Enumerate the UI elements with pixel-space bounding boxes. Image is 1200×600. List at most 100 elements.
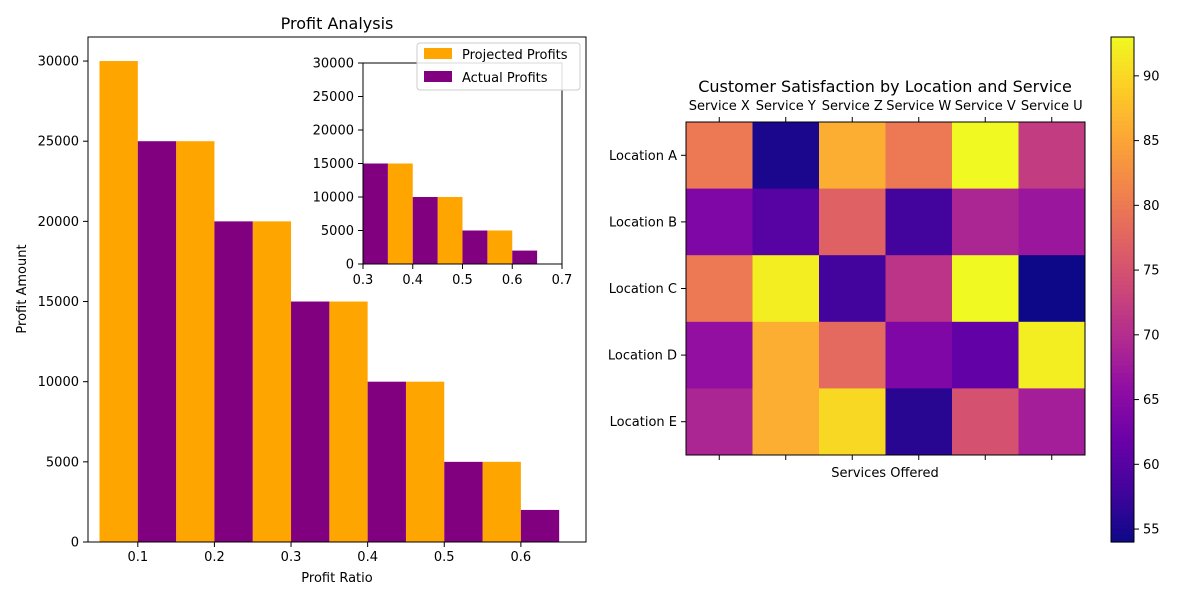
inset-bar-projected-5 [487, 230, 513, 264]
colorbar-strip [1111, 373, 1134, 379]
heatmap-cell [1018, 255, 1086, 323]
colorbar-strip [1111, 344, 1134, 350]
heatmap-x-axis-label: Services Offered [831, 466, 938, 481]
heatmap-cell [686, 388, 753, 456]
colorbar-strip [1111, 293, 1134, 299]
colorbar-strip [1111, 297, 1134, 303]
colorbar-strip [1111, 133, 1134, 139]
colorbar-strip [1111, 407, 1134, 413]
colorbar-strip [1111, 146, 1134, 152]
colorbar-strip [1111, 428, 1134, 434]
colorbar-strip [1111, 58, 1134, 63]
x-tick-label: 0.3 [281, 550, 302, 565]
colorbar-strip [1111, 394, 1134, 400]
colorbar-strip [1111, 234, 1134, 240]
inset-bars [363, 163, 538, 264]
inset-y-tick-label: 0 [346, 258, 354, 273]
legend-swatch-actual [424, 71, 452, 82]
colorbar-strip [1111, 411, 1134, 417]
inset-bar-projected-3 [387, 163, 413, 264]
colorbar-strip [1111, 390, 1134, 396]
profit-bar-chart: Profit Analysis 0.1 0.2 0.3 0.4 0.5 0.6 0 5000… [15, 14, 587, 586]
colorbar-strip [1111, 331, 1134, 337]
colorbar-strip [1111, 398, 1134, 404]
colorbar-strip [1111, 361, 1134, 366]
profit-chart-title: Profit Analysis [281, 14, 394, 33]
colorbar-strip [1111, 192, 1134, 198]
y-tick-label: 10000 [38, 375, 79, 390]
inset-y-tick-label: 25000 [313, 90, 354, 105]
y-tick-label: 0 [71, 536, 79, 551]
inset-bar-actual-4 [462, 230, 488, 264]
colorbar-strip [1111, 45, 1134, 51]
colorbar-strip [1111, 323, 1134, 328]
bar-actual-1 [214, 221, 253, 542]
column-label: Service Y [756, 99, 816, 114]
colorbar-strip [1111, 314, 1134, 320]
colorbar-strip [1111, 310, 1134, 316]
heatmap-cell [952, 122, 1019, 190]
colorbar-strip [1111, 163, 1134, 169]
colorbar: 55 60 65 70 75 80 85 90 [1110, 36, 1160, 543]
colorbar-strip [1111, 205, 1134, 211]
heatmap-cell [885, 321, 953, 389]
colorbar-strip [1111, 201, 1134, 206]
row-label: Location A [609, 149, 677, 164]
colorbar-strip [1111, 53, 1134, 59]
heatmap-cell [952, 188, 1019, 256]
colorbar-strip [1111, 272, 1134, 278]
inset-x-tick-label: 0.6 [502, 273, 523, 288]
colorbar-tick-label: 60 [1143, 458, 1160, 473]
x-tick-label: 0.4 [357, 550, 378, 565]
heatmap-cell [952, 388, 1019, 456]
column-label: Service X [689, 99, 750, 114]
column-label: Service U [1021, 99, 1083, 114]
colorbar-strip [1111, 217, 1134, 223]
inset-x-tick-label: 0.7 [552, 273, 573, 288]
colorbar-strip [1111, 504, 1134, 509]
y-tick-label: 5000 [46, 455, 79, 470]
column-label: Service W [886, 99, 951, 114]
colorbar-strip [1111, 184, 1134, 190]
colorbar-strip [1111, 41, 1134, 47]
colorbar-strip [1111, 260, 1134, 265]
colorbar-strip [1111, 415, 1134, 421]
heatmap-cell [752, 122, 820, 190]
heatmap-cell [752, 255, 820, 323]
colorbar-strip [1111, 121, 1134, 126]
colorbar-strip [1111, 516, 1134, 522]
colorbar-strip [1111, 154, 1134, 160]
colorbar-strip [1111, 445, 1134, 451]
colorbar-strip [1111, 62, 1134, 68]
colorbar-strip [1111, 87, 1134, 93]
heatmap-cell [1018, 122, 1086, 190]
colorbar-strip [1111, 264, 1134, 270]
inset-bar-chart: 0.3 0.4 0.5 0.6 0.7 0 5000 10000 15000 20000 2500… [313, 57, 573, 289]
colorbar-strip [1111, 436, 1134, 442]
bar-actual-2 [291, 301, 330, 542]
heatmap-cell [819, 255, 886, 323]
colorbar-strip [1111, 150, 1134, 156]
colorbar-strip [1111, 188, 1134, 194]
bar-actual-4 [444, 461, 483, 542]
colorbar-strip [1111, 226, 1134, 232]
colorbar-strip [1111, 478, 1134, 484]
main-axes-frame [87, 36, 587, 543]
legend-box [416, 42, 581, 91]
colorbar-strip [1111, 91, 1134, 97]
colorbar-strip [1111, 49, 1134, 55]
y-tick-label: 15000 [38, 295, 79, 310]
colorbar-strip [1111, 83, 1134, 89]
colorbar-strip [1111, 159, 1134, 164]
colorbar-strip [1111, 499, 1134, 505]
colorbar-strip [1111, 95, 1134, 101]
heatmap-cell [885, 255, 953, 323]
colorbar-strip [1111, 100, 1134, 105]
colorbar-strip [1111, 255, 1134, 261]
heatmap-cell [819, 388, 886, 456]
colorbar-strip [1111, 495, 1134, 501]
colorbar-strip [1111, 441, 1134, 446]
heatmap-cell [686, 188, 753, 256]
colorbar-strip [1111, 125, 1134, 131]
